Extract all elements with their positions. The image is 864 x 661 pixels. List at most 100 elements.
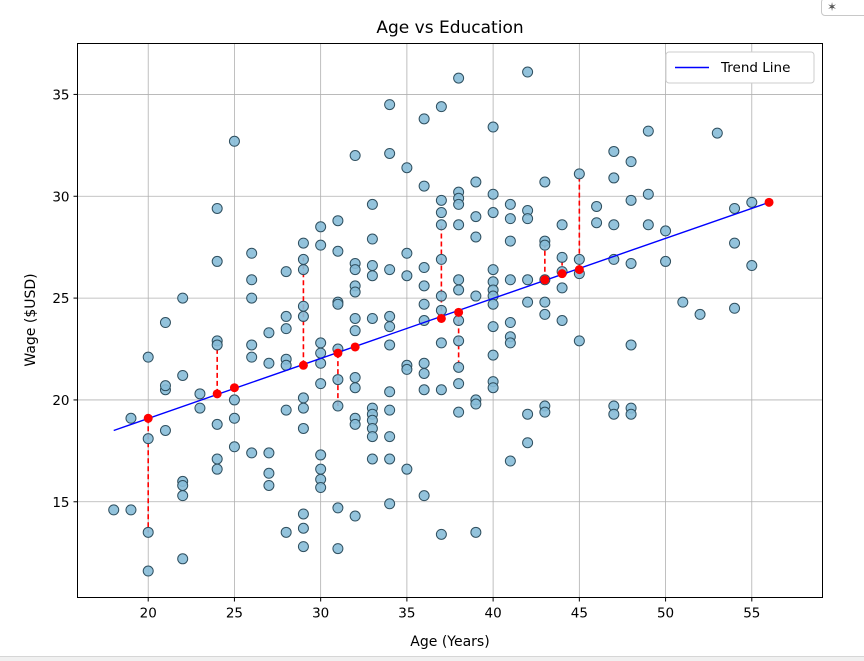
data-points xyxy=(108,66,758,577)
data-point xyxy=(159,317,171,329)
data-point xyxy=(504,198,516,210)
data-point xyxy=(194,402,206,414)
data-point xyxy=(384,310,396,322)
data-point xyxy=(211,463,223,475)
y-tick-label: 15 xyxy=(52,495,69,511)
data-point xyxy=(349,418,361,430)
data-point xyxy=(366,198,378,210)
data-point xyxy=(349,312,361,324)
data-point xyxy=(556,251,568,263)
data-point xyxy=(487,298,499,310)
x-tick-label: 20 xyxy=(140,606,157,622)
highlight-point xyxy=(212,389,222,399)
data-point xyxy=(384,99,396,111)
data-point xyxy=(677,296,689,308)
data-point xyxy=(487,207,499,219)
data-point xyxy=(315,378,327,390)
data-point xyxy=(539,296,551,308)
data-point xyxy=(573,253,585,265)
data-point xyxy=(401,270,413,282)
data-point xyxy=(625,257,637,269)
data-point xyxy=(487,121,499,133)
data-point xyxy=(625,339,637,351)
data-point xyxy=(366,453,378,465)
data-point xyxy=(384,453,396,465)
data-point xyxy=(177,369,189,381)
data-point xyxy=(228,412,240,424)
data-point xyxy=(297,402,309,414)
data-point xyxy=(573,335,585,347)
highlight-point xyxy=(454,307,464,317)
data-point xyxy=(435,219,447,231)
y-tick-label: 25 xyxy=(52,291,69,307)
data-point xyxy=(142,565,154,577)
data-point xyxy=(297,508,309,520)
data-point xyxy=(246,292,258,304)
data-point xyxy=(470,176,482,188)
data-point xyxy=(159,380,171,392)
data-point xyxy=(487,349,499,361)
data-point xyxy=(280,310,292,322)
data-point xyxy=(384,431,396,443)
highlight-points xyxy=(143,197,774,423)
data-point xyxy=(349,325,361,337)
data-point xyxy=(453,378,465,390)
data-point xyxy=(159,424,171,436)
data-point xyxy=(608,408,620,420)
data-point xyxy=(504,455,516,467)
x-tick-label: 55 xyxy=(743,606,760,622)
residual-segments xyxy=(147,173,581,533)
data-point xyxy=(263,447,275,459)
data-point xyxy=(366,270,378,282)
y-tick-label: 35 xyxy=(52,87,69,103)
data-point xyxy=(660,225,672,237)
data-point xyxy=(522,296,534,308)
data-point xyxy=(384,321,396,333)
data-point xyxy=(177,490,189,502)
data-point xyxy=(453,72,465,84)
data-point xyxy=(435,207,447,219)
data-point xyxy=(435,290,447,302)
data-point xyxy=(297,422,309,434)
data-point xyxy=(453,219,465,231)
y-tick-label: 30 xyxy=(52,189,69,205)
data-point xyxy=(435,528,447,540)
data-point xyxy=(332,298,344,310)
data-point xyxy=(504,213,516,225)
highlight-point xyxy=(143,413,153,423)
data-point xyxy=(556,282,568,294)
data-point xyxy=(332,502,344,514)
data-point xyxy=(228,441,240,453)
toolbar-corner-button[interactable]: ✶ xyxy=(821,0,864,16)
data-point xyxy=(263,467,275,479)
data-point xyxy=(642,188,654,200)
data-point xyxy=(487,321,499,333)
data-point xyxy=(435,253,447,265)
data-point xyxy=(384,386,396,398)
data-point xyxy=(332,374,344,386)
data-point xyxy=(453,406,465,418)
data-point xyxy=(453,315,465,326)
data-point xyxy=(435,194,447,206)
data-point xyxy=(108,504,120,516)
data-point xyxy=(694,308,706,320)
data-point xyxy=(315,482,327,494)
highlight-point xyxy=(436,313,446,323)
data-point xyxy=(660,255,672,267)
data-point xyxy=(263,327,275,339)
highlight-point xyxy=(574,265,584,275)
data-point xyxy=(435,337,447,349)
data-point xyxy=(418,367,430,379)
data-point xyxy=(315,463,327,475)
data-point xyxy=(297,392,309,404)
highlight-point xyxy=(333,348,343,358)
legend: Trend Line xyxy=(665,51,815,84)
data-point xyxy=(384,404,396,416)
data-point xyxy=(625,156,637,168)
highlight-point xyxy=(557,269,567,279)
data-point xyxy=(263,479,275,491)
data-point xyxy=(384,339,396,351)
data-point xyxy=(453,361,465,373)
data-point xyxy=(453,335,465,347)
